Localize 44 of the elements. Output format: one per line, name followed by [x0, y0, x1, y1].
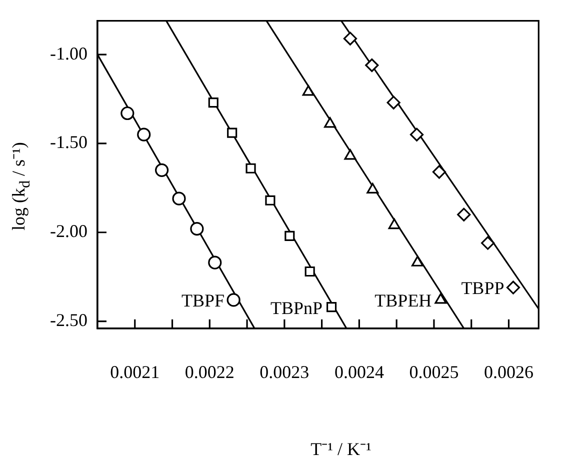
series-label: TBPF	[182, 290, 225, 311]
point	[457, 208, 471, 222]
x-tick-label: 0.0024	[334, 362, 384, 382]
y-tick-label: -1.00	[50, 43, 88, 64]
point	[208, 256, 222, 270]
series-label: TBPP	[461, 278, 504, 298]
point	[434, 293, 447, 304]
point	[481, 236, 495, 250]
point	[304, 266, 315, 277]
point	[265, 195, 276, 206]
point	[506, 280, 520, 294]
point	[344, 149, 356, 160]
point	[412, 256, 424, 266]
point	[246, 163, 256, 174]
point	[227, 128, 238, 138]
point	[190, 222, 204, 236]
x-tick-label: 0.0025	[409, 362, 459, 382]
point	[343, 32, 358, 46]
point	[366, 182, 379, 194]
point	[432, 165, 446, 179]
point	[226, 293, 240, 307]
point	[326, 302, 337, 312]
point	[388, 218, 400, 230]
x-tick-label: 0.0026	[484, 362, 534, 382]
x-axis-title: T⁻¹ / K⁻¹	[310, 438, 372, 460]
point	[410, 128, 424, 142]
x-tick-label: 0.0022	[184, 362, 234, 382]
point	[324, 117, 336, 128]
point	[172, 192, 186, 206]
point	[120, 106, 134, 120]
x-tick-label: 0.0023	[260, 362, 310, 382]
y-tick-label: -2.50	[50, 310, 88, 330]
point	[284, 230, 295, 241]
point	[386, 96, 400, 110]
point	[154, 163, 169, 177]
series-label: TBPEH	[374, 290, 432, 311]
point	[302, 85, 314, 96]
series-label: TBPnP	[270, 298, 323, 318]
point	[137, 128, 151, 142]
y-tick-label: -1.50	[50, 132, 88, 152]
x-tick-label: 0.0021	[110, 362, 160, 382]
y-tick-label: -2.00	[50, 221, 88, 242]
point	[365, 58, 379, 72]
point	[208, 98, 218, 108]
